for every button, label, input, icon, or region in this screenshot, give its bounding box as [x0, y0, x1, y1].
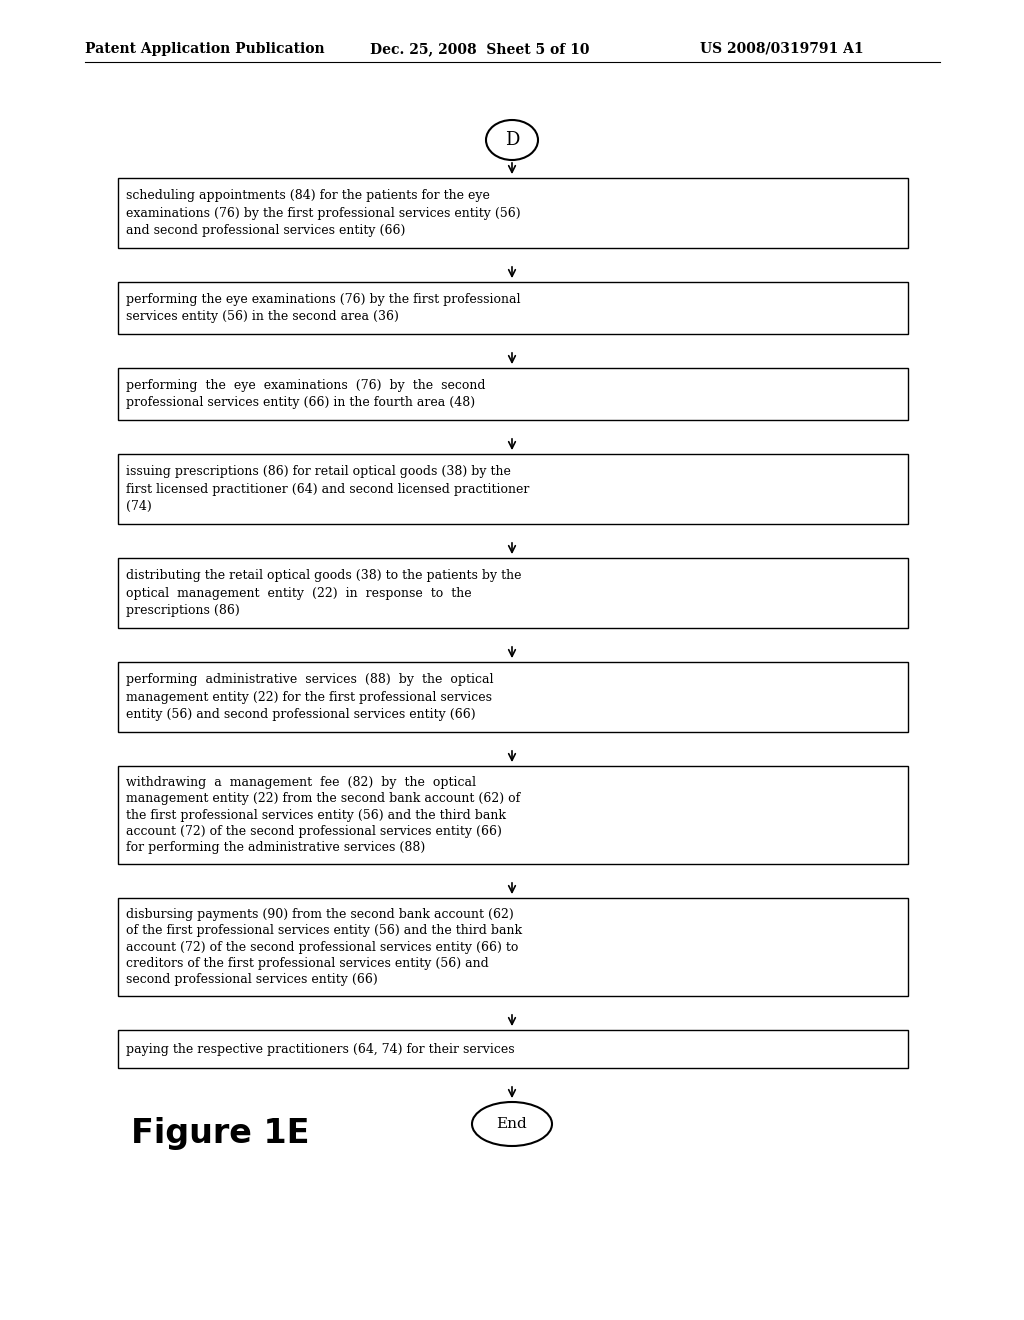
Text: disbursing payments (90) from the second bank account (62): disbursing payments (90) from the second…	[126, 908, 514, 921]
Text: and second professional services entity (66): and second professional services entity …	[126, 224, 406, 238]
Text: prescriptions (86): prescriptions (86)	[126, 605, 240, 616]
Text: US 2008/0319791 A1: US 2008/0319791 A1	[700, 42, 863, 55]
Bar	[118, 1030, 908, 1068]
Text: performing  the  eye  examinations  (76)  by  the  second: performing the eye examinations (76) by …	[126, 379, 485, 392]
Text: for performing the administrative services (88): for performing the administrative servic…	[126, 841, 425, 854]
Text: account (72) of the second professional services entity (66): account (72) of the second professional …	[126, 825, 502, 838]
Text: issuing prescriptions (86) for retail optical goods (38) by the: issuing prescriptions (86) for retail op…	[126, 465, 511, 478]
Bar	[118, 178, 908, 248]
Text: performing the eye examinations (76) by the first professional: performing the eye examinations (76) by …	[126, 293, 520, 306]
Bar	[118, 368, 908, 420]
Text: End: End	[497, 1117, 527, 1131]
Text: management entity (22) from the second bank account (62) of: management entity (22) from the second b…	[126, 792, 520, 805]
Text: creditors of the first professional services entity (56) and: creditors of the first professional serv…	[126, 957, 488, 970]
Bar	[118, 558, 908, 628]
Text: withdrawing  a  management  fee  (82)  by  the  optical: withdrawing a management fee (82) by the…	[126, 776, 476, 789]
Text: paying the respective practitioners (64, 74) for their services: paying the respective practitioners (64,…	[126, 1043, 515, 1056]
Text: of the first professional services entity (56) and the third bank: of the first professional services entit…	[126, 924, 522, 937]
Bar	[118, 766, 908, 865]
Text: Dec. 25, 2008  Sheet 5 of 10: Dec. 25, 2008 Sheet 5 of 10	[370, 42, 590, 55]
Text: distributing the retail optical goods (38) to the patients by the: distributing the retail optical goods (3…	[126, 569, 521, 582]
Bar	[118, 454, 908, 524]
Text: (74): (74)	[126, 500, 152, 513]
Text: first licensed practitioner (64) and second licensed practitioner: first licensed practitioner (64) and sec…	[126, 483, 529, 495]
Text: performing  administrative  services  (88)  by  the  optical: performing administrative services (88) …	[126, 673, 494, 686]
Bar	[118, 663, 908, 733]
Text: Patent Application Publication: Patent Application Publication	[85, 42, 325, 55]
Text: services entity (56) in the second area (36): services entity (56) in the second area …	[126, 310, 399, 323]
Text: second professional services entity (66): second professional services entity (66)	[126, 973, 378, 986]
Text: scheduling appointments (84) for the patients for the eye: scheduling appointments (84) for the pat…	[126, 189, 489, 202]
Bar	[118, 282, 908, 334]
Text: D: D	[505, 131, 519, 149]
Text: optical  management  entity  (22)  in  response  to  the: optical management entity (22) in respon…	[126, 586, 472, 599]
Text: examinations (76) by the first professional services entity (56): examinations (76) by the first professio…	[126, 206, 520, 219]
Text: entity (56) and second professional services entity (66): entity (56) and second professional serv…	[126, 708, 475, 721]
Text: the first professional services entity (56) and the third bank: the first professional services entity (…	[126, 808, 506, 821]
Text: management entity (22) for the first professional services: management entity (22) for the first pro…	[126, 690, 492, 704]
Text: account (72) of the second professional services entity (66) to: account (72) of the second professional …	[126, 940, 518, 953]
Text: Figure 1E: Figure 1E	[131, 1118, 309, 1151]
Text: professional services entity (66) in the fourth area (48): professional services entity (66) in the…	[126, 396, 475, 409]
Bar	[118, 898, 908, 997]
